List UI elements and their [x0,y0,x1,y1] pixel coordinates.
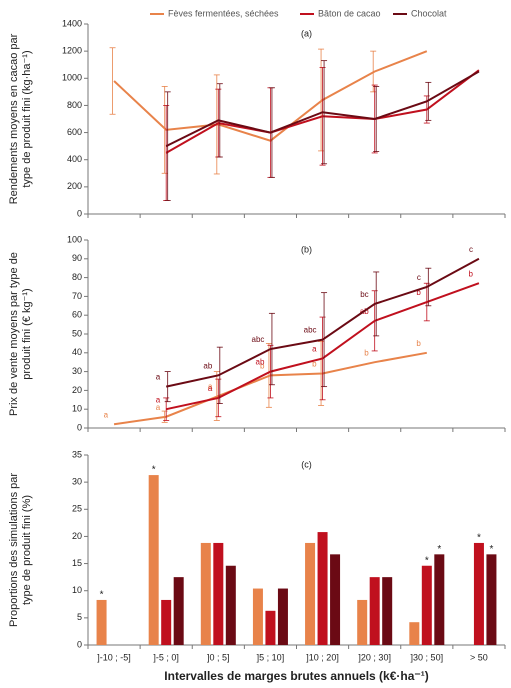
significance-letter: a [156,403,161,412]
bar [317,532,328,645]
bar [96,599,107,645]
y-tick-label: 5 [77,612,82,622]
x-tick-label: ]0 ; 5] [207,652,230,662]
y-tick-label: 70 [72,291,82,301]
y-tick-label: 20 [72,531,82,541]
y-tick-label: 0 [77,422,82,432]
panel-label: (b) [301,244,312,254]
y-axis-label: Prix de vente moyens par type de [8,252,20,416]
bar [252,588,263,645]
bar [173,577,184,645]
y-axis-label: type de produit fini (%) [21,495,33,605]
legend-label: Fèves fermentées, séchées [168,8,279,18]
y-tick-label: 80 [72,272,82,282]
significance-letter: a [156,395,161,404]
bar [369,577,380,645]
y-tick-label: 1000 [62,73,82,83]
x-tick-label: ]-5 ; 0] [153,652,179,662]
significance-marker: * [437,544,441,555]
significance-letter: ab [256,358,265,367]
bar [265,610,276,645]
bar [357,599,368,645]
x-axis-label: Intervalles de marges brutes annuels (k€… [164,669,428,683]
bar [409,622,420,645]
x-tick-label: ]5 ; 10] [257,652,285,662]
y-tick-label: 200 [67,181,82,191]
significance-marker: * [477,533,481,544]
y-tick-label: 800 [67,100,82,110]
y-tick-label: 35 [72,449,82,459]
bar [330,554,341,645]
bar [148,475,159,645]
bar [486,554,497,645]
x-tick-label: ]20 ; 30] [358,652,391,662]
y-tick-label: 0 [77,208,82,218]
bar [473,542,484,645]
significance-letter: abc [304,326,317,335]
y-tick-label: 40 [72,347,82,357]
y-axis-label: produit fini (€ kg⁻¹) [21,288,33,379]
panel-label: (c) [301,459,312,469]
bar [213,542,224,645]
legend-label: Bâton de cacao [318,8,381,18]
y-tick-label: 15 [72,558,82,568]
y-tick-label: 10 [72,585,82,595]
legend-label: Chocolat [411,8,447,18]
significance-letter: b [364,348,369,357]
significance-letter: a [104,410,109,419]
y-tick-label: 600 [67,127,82,137]
bar [421,565,432,645]
significance-letter: a [208,382,213,391]
significance-letter: b [416,288,421,297]
significance-letter: b [468,269,473,278]
y-axis-label: Rendements moyens en cacao par [8,33,20,204]
x-tick-label: ]30 ; 50] [411,652,444,662]
series-line [165,70,480,148]
y-tick-label: 20 [72,385,82,395]
significance-letter: c [417,273,421,282]
significance-letter: c [469,245,473,254]
x-tick-label: ]-10 ; -5] [97,652,131,662]
y-tick-label: 1400 [62,18,82,28]
significance-letter: bc [360,290,368,299]
y-tick-label: 1200 [62,46,82,56]
significance-marker: * [425,555,429,566]
panel-label: (a) [301,28,312,38]
y-tick-label: 100 [67,234,82,244]
significance-letter: a [208,384,213,393]
y-tick-label: 25 [72,504,82,514]
y-tick-label: 30 [72,477,82,487]
bar [277,588,288,645]
significance-letter: abc [252,335,265,344]
bar [161,599,172,645]
bar [434,554,445,645]
significance-letter: a [312,345,317,354]
x-tick-label: ]10 ; 20] [306,652,339,662]
y-tick-label: 90 [72,253,82,263]
y-axis-label: Proportions des simulations par [8,473,20,627]
y-axis-label: type de produit fini (kg·ha⁻¹) [21,50,33,187]
bar [225,565,236,645]
significance-marker: * [100,590,104,601]
significance-letter: ab [203,361,212,370]
significance-marker: * [489,544,493,555]
significance-marker: * [152,465,156,476]
y-tick-label: 400 [67,154,82,164]
y-tick-label: 50 [72,328,82,338]
y-tick-label: 0 [77,639,82,649]
significance-letter: b [416,339,421,348]
bar [200,542,211,645]
bar [382,577,393,645]
y-tick-label: 60 [72,310,82,320]
bar [305,542,316,645]
series-line [165,257,480,388]
y-tick-label: 30 [72,366,82,376]
x-tick-label: > 50 [470,652,488,662]
y-tick-label: 10 [72,404,82,414]
significance-letter: b [260,361,265,370]
significance-letter: b [312,360,317,369]
significance-letter: a [156,373,161,382]
